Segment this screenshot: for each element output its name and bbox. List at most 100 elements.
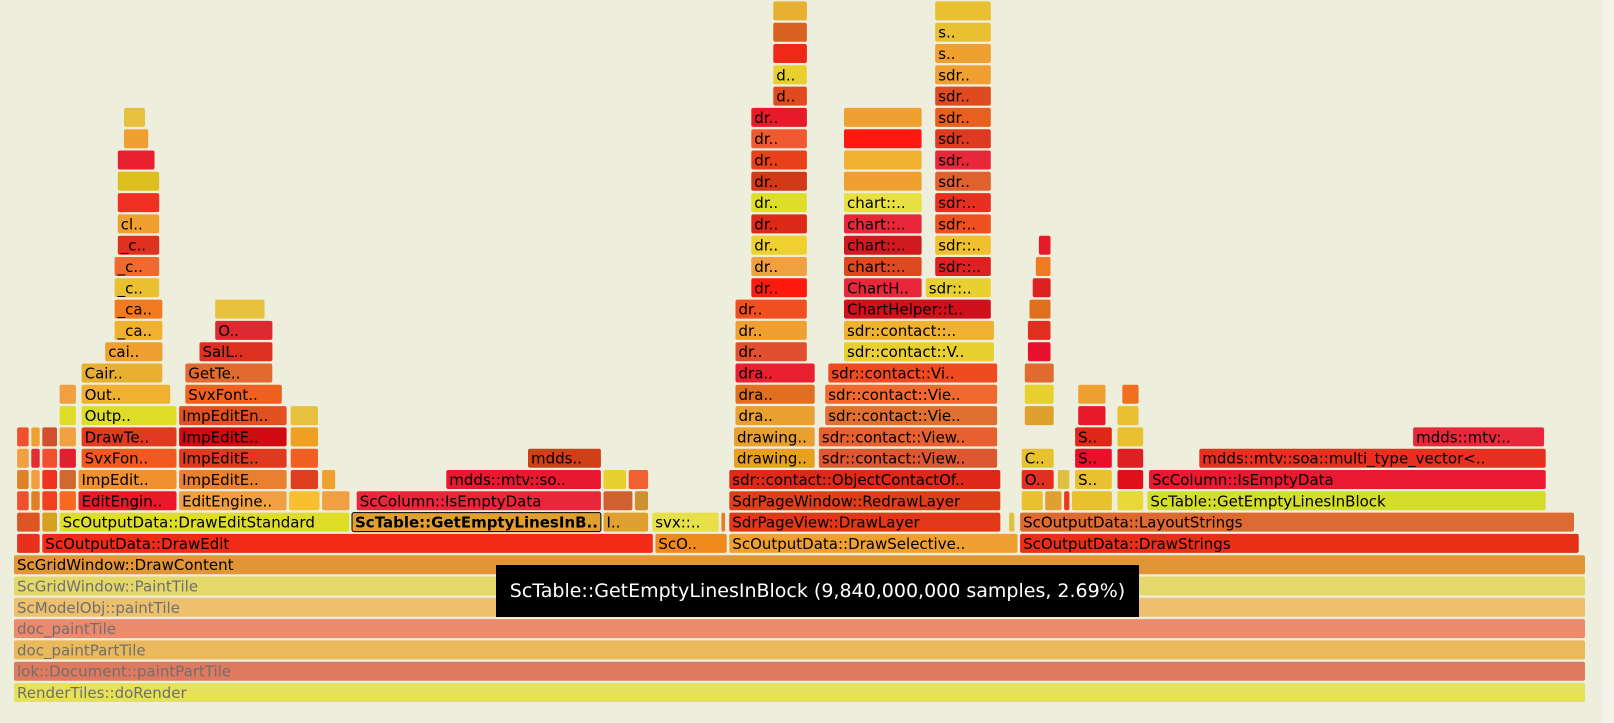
- frame[interactable]: sdr..: [935, 150, 991, 170]
- frame[interactable]: [31, 448, 40, 468]
- frame[interactable]: [844, 107, 922, 127]
- frame[interactable]: [1021, 491, 1043, 511]
- frame[interactable]: SalL..: [199, 342, 273, 362]
- frame[interactable]: dr..: [751, 214, 807, 234]
- frame[interactable]: chart::..: [844, 193, 922, 213]
- frame-bar[interactable]: [652, 512, 719, 532]
- frame[interactable]: [1024, 384, 1054, 404]
- frame-bar[interactable]: [751, 129, 807, 149]
- frame-bar[interactable]: [17, 491, 29, 511]
- frame[interactable]: lok::Document::paintPartTile: [14, 661, 1585, 681]
- frame[interactable]: [17, 448, 29, 468]
- frame-bar[interactable]: [1027, 342, 1051, 362]
- frame[interactable]: Out..: [81, 384, 171, 404]
- frame[interactable]: [844, 129, 922, 149]
- frame[interactable]: sdr::..: [935, 257, 991, 276]
- frame[interactable]: [935, 1, 991, 21]
- frame-bar[interactable]: [124, 129, 149, 149]
- frame[interactable]: [844, 150, 922, 170]
- frame[interactable]: [322, 470, 336, 489]
- frame-bar[interactable]: [31, 491, 40, 511]
- frame[interactable]: [42, 448, 57, 468]
- frame-bar[interactable]: [114, 278, 160, 298]
- frame-bar[interactable]: [31, 448, 40, 468]
- frame[interactable]: [603, 470, 627, 489]
- frame[interactable]: O..: [215, 320, 273, 340]
- frame[interactable]: [773, 44, 807, 63]
- frame-bar[interactable]: [925, 278, 991, 298]
- frame-bar[interactable]: [1021, 470, 1054, 489]
- frame-bar[interactable]: [1027, 320, 1051, 340]
- frame[interactable]: chart::..: [844, 214, 922, 234]
- frame[interactable]: ImpEditE..: [179, 448, 287, 468]
- frame-bar[interactable]: [117, 235, 160, 255]
- frame[interactable]: drawing..: [734, 448, 815, 468]
- frame[interactable]: dr..: [751, 278, 807, 298]
- frame[interactable]: dra..: [735, 406, 815, 426]
- frame[interactable]: [59, 470, 76, 489]
- frame[interactable]: sdr::..: [925, 278, 991, 298]
- vertical-scrollbar[interactable]: [1602, 0, 1614, 723]
- frame-bar[interactable]: [935, 150, 991, 170]
- frame[interactable]: [1064, 491, 1070, 511]
- frame[interactable]: ScColumn::IsEmptyData: [356, 491, 601, 511]
- frame[interactable]: [1117, 448, 1144, 468]
- frame-bar[interactable]: [935, 171, 991, 191]
- frame-bar[interactable]: [78, 470, 177, 489]
- frame[interactable]: _c..: [114, 278, 160, 298]
- frame-bar[interactable]: [1072, 491, 1112, 511]
- frame[interactable]: mdds::mtv::soa::multi_type_vector<..: [1199, 448, 1546, 469]
- frame-bar[interactable]: [105, 342, 163, 362]
- frame[interactable]: [603, 491, 633, 511]
- frame-bar[interactable]: [844, 193, 922, 213]
- frame[interactable]: dra..: [735, 363, 815, 383]
- frame[interactable]: SvxFon..: [81, 448, 177, 468]
- frame-bar[interactable]: [59, 470, 76, 489]
- frame-bar[interactable]: [42, 512, 57, 532]
- frame-bar[interactable]: [935, 214, 991, 234]
- frame[interactable]: [59, 448, 76, 468]
- frame-bar[interactable]: [117, 193, 160, 213]
- frame-bar[interactable]: [1413, 427, 1545, 447]
- frame-bar[interactable]: [42, 533, 653, 553]
- frame-bar[interactable]: [735, 406, 815, 426]
- frame-bar[interactable]: [114, 299, 163, 319]
- frame[interactable]: dr..: [735, 342, 807, 362]
- frame[interactable]: ImpEditE..: [179, 427, 287, 447]
- frame[interactable]: [117, 193, 160, 213]
- frame[interactable]: [1009, 512, 1015, 532]
- frame-bar[interactable]: [634, 491, 648, 511]
- frame[interactable]: cai..: [105, 342, 163, 362]
- frame-bar[interactable]: [59, 448, 76, 468]
- frame-bar[interactable]: [1117, 470, 1144, 489]
- frame[interactable]: [59, 406, 76, 426]
- frame[interactable]: [59, 384, 76, 404]
- frame-bar[interactable]: [773, 86, 807, 106]
- frame-bar[interactable]: [59, 427, 76, 447]
- frame-bar[interactable]: [773, 1, 807, 21]
- frame-bar[interactable]: [78, 491, 177, 511]
- frame-bar[interactable]: [729, 533, 1018, 553]
- frame-bar[interactable]: [751, 193, 807, 213]
- frame[interactable]: [1027, 342, 1051, 362]
- frame[interactable]: sdr::..: [935, 235, 991, 255]
- frame[interactable]: _c..: [117, 235, 160, 256]
- frame-bar[interactable]: [735, 320, 807, 340]
- frame-bar[interactable]: [628, 470, 649, 489]
- frame[interactable]: ImpEditEn..: [179, 406, 287, 426]
- frame-bar[interactable]: [935, 235, 991, 255]
- frame-bar[interactable]: [17, 470, 29, 489]
- frame[interactable]: [42, 512, 57, 532]
- frame[interactable]: svx::..: [652, 512, 719, 532]
- frame[interactable]: [117, 150, 155, 170]
- frame[interactable]: mdds::mtv:..: [1413, 427, 1545, 447]
- frame[interactable]: sdr::contact::Vie..: [825, 406, 998, 426]
- frame-bar[interactable]: [351, 512, 602, 533]
- frame[interactable]: EditEngin..: [78, 491, 177, 511]
- frame-bar[interactable]: [751, 150, 807, 170]
- frame-bar[interactable]: [734, 427, 815, 447]
- frame-bar[interactable]: [935, 107, 991, 127]
- frame[interactable]: [17, 512, 40, 532]
- frame[interactable]: [1122, 384, 1139, 404]
- frame[interactable]: SdrPageView::DrawLayer: [729, 512, 1001, 532]
